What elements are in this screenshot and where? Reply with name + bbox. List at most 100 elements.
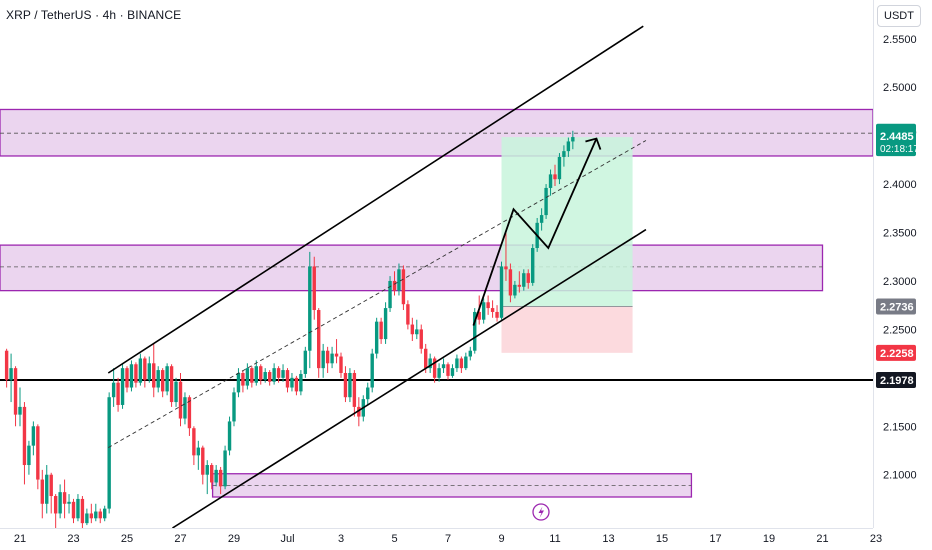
candle-body — [388, 280, 392, 309]
drawings-layer[interactable] — [107, 25, 647, 528]
candle — [410, 317, 415, 342]
candle — [267, 370, 272, 386]
candle — [147, 356, 151, 383]
candle-body — [232, 392, 236, 422]
candle — [544, 184, 548, 219]
candle-body — [45, 474, 49, 504]
time-tick-label: 5 — [391, 533, 397, 545]
position-target-area[interactable] — [501, 137, 633, 307]
candle-body — [205, 465, 209, 475]
long-position-tool[interactable] — [501, 137, 633, 353]
time-tick-label: 13 — [602, 533, 614, 545]
projection-path[interactable] — [472, 138, 598, 326]
candle — [4, 348, 9, 388]
candle-body — [571, 137, 575, 142]
position-stop-area[interactable] — [501, 306, 633, 353]
candle — [89, 503, 94, 524]
candle-body — [169, 366, 174, 403]
resistance-zone-middle[interactable] — [0, 244, 824, 292]
candle — [165, 363, 169, 396]
candle-body — [406, 304, 410, 325]
plot-area[interactable] — [0, 25, 873, 528]
candle — [557, 153, 562, 185]
symbol-title[interactable]: XRP / TetherUS · 4h · BINANCE — [6, 8, 182, 22]
candle — [13, 366, 18, 427]
candle — [241, 370, 245, 393]
channel-lower-line[interactable] — [172, 228, 647, 528]
candle — [441, 358, 446, 373]
candle-body — [348, 372, 352, 398]
candle — [370, 348, 374, 393]
candle — [129, 360, 134, 392]
candle-body — [374, 321, 379, 354]
candle-body — [58, 492, 62, 514]
candle-body — [410, 324, 415, 335]
candle-body — [187, 397, 192, 429]
candle-body — [548, 174, 553, 188]
candle-body — [508, 269, 513, 296]
candle-body — [80, 498, 85, 524]
channel-upper-line[interactable] — [107, 25, 644, 374]
channel-mid-line[interactable] — [108, 140, 647, 448]
candle — [36, 424, 40, 490]
candle — [111, 368, 116, 407]
candle — [504, 232, 508, 281]
candle — [116, 377, 120, 412]
time-tick-label: 29 — [228, 533, 240, 545]
candle — [455, 354, 459, 373]
candle — [245, 363, 250, 390]
candle-body — [357, 406, 361, 417]
event-marker[interactable] — [532, 503, 550, 521]
currency-button[interactable]: USDT — [877, 5, 921, 27]
candle — [138, 353, 143, 386]
candle-body — [424, 348, 428, 369]
candle — [201, 445, 205, 485]
time-tick-label: 19 — [763, 533, 775, 545]
candle-body — [223, 450, 227, 487]
candle-body — [397, 269, 401, 291]
resistance-zone-upper[interactable] — [0, 108, 873, 157]
candle — [334, 339, 339, 364]
candle-body — [116, 382, 120, 405]
candle-body — [254, 366, 258, 383]
candle — [94, 503, 98, 522]
candle-body — [459, 358, 464, 369]
candle-body — [379, 321, 383, 340]
candle-body — [138, 358, 143, 383]
time-tick-label: 23 — [67, 533, 79, 545]
candle — [98, 508, 102, 524]
candle-body — [383, 308, 388, 340]
candle — [508, 263, 513, 303]
candle-body — [160, 370, 165, 392]
candle — [223, 445, 227, 490]
price-tick-label: 2.4000 — [883, 179, 917, 191]
candle-body — [562, 151, 566, 157]
candle-body — [36, 426, 40, 480]
price-axis[interactable]: 2.55002.50002.45402.40002.35002.30002.25… — [883, 34, 917, 482]
price-tick-label: 2.1500 — [883, 421, 917, 433]
candle — [71, 498, 76, 524]
candle-body — [98, 511, 102, 519]
candle-body — [526, 273, 530, 283]
candle-body — [539, 215, 544, 223]
candle — [107, 392, 111, 514]
candle-body — [214, 469, 218, 483]
candle — [330, 346, 334, 369]
candle — [317, 308, 321, 378]
candle-body — [343, 372, 348, 398]
candle — [76, 494, 80, 522]
candle — [352, 370, 357, 417]
time-tick-label: 9 — [498, 533, 504, 545]
candle — [85, 508, 89, 526]
candle-body — [129, 364, 134, 388]
candle — [571, 130, 575, 150]
candle — [419, 324, 423, 354]
candle-body — [22, 406, 27, 466]
time-axis[interactable]: 21 23 25 27 29 Jul 3 5 7 9 11 13 15 17 19 21 23 — [14, 533, 882, 545]
candle — [481, 298, 486, 324]
candle-body — [428, 358, 432, 369]
candle — [379, 317, 383, 344]
price-tick-label: 2.1000 — [883, 470, 917, 482]
price-label-stop — [876, 344, 916, 361]
